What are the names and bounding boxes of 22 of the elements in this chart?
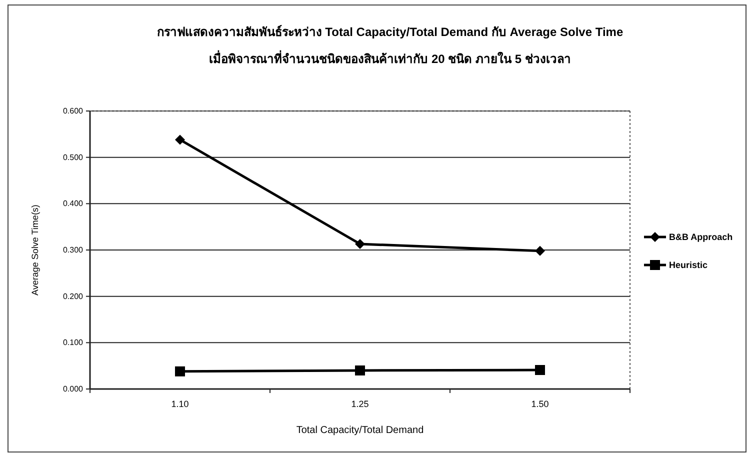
point [535,246,545,256]
legend-label: B&B Approach [669,232,733,242]
point [355,365,365,376]
x-axis-title: Total Capacity/Total Demand [296,425,424,436]
x-tick-label: 1.10 [171,399,189,409]
y-tick-label: 0.400 [62,199,84,208]
y-tick-label: 0.200 [62,292,84,301]
point [175,366,185,376]
chart-title: กราฟแสดงความสัมพันธ์ระหว่าง Total Capacity/Total Demand กับ Average Solve Time [156,25,624,39]
y-tick-label: 0.300 [62,246,84,255]
point [355,238,365,249]
x-tick-label: 1.25 [351,399,369,409]
chart-subtitle: เมื่อพิจารณาที่จำนวนชนิดของสินค้าเท่ากับ 20 ชนิด ภายใน 5 ช่วงเวลา [209,50,571,66]
legend-label: Heuristic [669,260,708,270]
y-tick-label: 0.600 [62,106,84,116]
y-tick-label: 0.500 [62,152,84,162]
point [175,134,185,145]
point [535,365,545,376]
y-tick-label: 0.000 [62,384,84,394]
x-tick-label: 1.50 [531,399,549,409]
y-tick-label: 0.100 [62,338,84,348]
y-axis-title: Average Solve Time(s) [30,204,40,296]
